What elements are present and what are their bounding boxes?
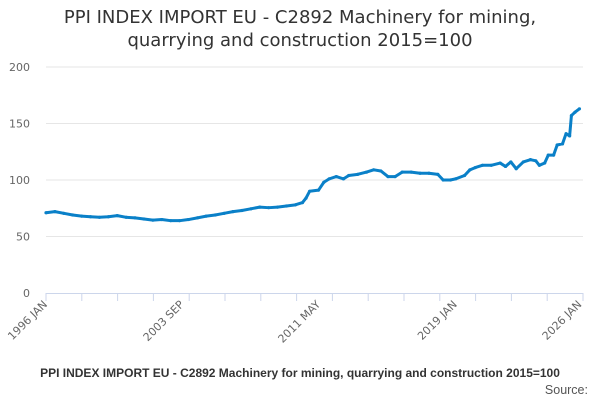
data-point (577, 107, 582, 111)
data-point (195, 216, 199, 220)
data-point (555, 143, 559, 147)
data-point (356, 172, 360, 176)
data-point (546, 153, 550, 157)
data-point (364, 170, 369, 174)
data-point (514, 167, 518, 171)
data-point (537, 163, 541, 167)
data-point (441, 178, 445, 182)
series-line (45, 107, 581, 223)
data-point (151, 218, 155, 222)
data-point (473, 165, 477, 170)
data-point (106, 215, 110, 219)
data-point (347, 173, 351, 178)
data-point (379, 169, 383, 173)
data-point (240, 208, 244, 213)
data-point (418, 171, 422, 175)
data-point (213, 213, 217, 217)
data-point (293, 203, 297, 207)
data-point (560, 142, 565, 146)
data-point (400, 170, 404, 174)
data-point (503, 164, 508, 169)
chart-title: PPI INDEX IMPORT EU - C2892 Machinery fo… (0, 6, 600, 52)
data-point (142, 217, 146, 221)
data-point (569, 113, 574, 118)
data-point (386, 175, 390, 179)
data-point (521, 160, 525, 164)
data-point (44, 211, 48, 215)
data-point (115, 213, 119, 218)
data-point (88, 215, 93, 219)
x-tick-label: 2026 JAN (540, 298, 585, 343)
data-point (316, 188, 321, 192)
data-point (71, 213, 75, 217)
data-point (480, 163, 484, 167)
data-point (160, 217, 164, 222)
data-point (307, 189, 312, 193)
x-tick-label: 2003 SEP (141, 298, 187, 344)
data-point (231, 210, 235, 214)
y-tick-label: 0 (23, 287, 30, 300)
data-point (462, 173, 467, 178)
title-line-1: PPI INDEX IMPORT EU - C2892 Machinery fo… (63, 7, 537, 28)
data-point (222, 211, 226, 215)
data-point (498, 161, 502, 165)
data-point (80, 214, 84, 218)
data-point (327, 177, 331, 181)
data-point (372, 168, 376, 172)
legend-label[interactable]: PPI INDEX IMPORT EU - C2892 Machinery fo… (40, 366, 560, 380)
data-point (448, 178, 452, 182)
data-point (53, 210, 57, 214)
data-point (284, 204, 289, 208)
x-tick-label: 2011 MAY (276, 298, 324, 346)
data-point (62, 211, 66, 215)
y-tick-label: 50 (16, 231, 30, 244)
data-point (169, 219, 173, 223)
data-point (341, 177, 346, 181)
y-tick-label: 100 (9, 174, 30, 187)
data-point (258, 205, 262, 209)
data-point (509, 160, 513, 164)
data-point (186, 217, 191, 222)
data-point (275, 205, 280, 209)
data-point (97, 215, 102, 219)
source-label: Source: (544, 383, 588, 397)
data-point (564, 132, 568, 136)
data-point (322, 180, 326, 184)
data-point (177, 219, 182, 223)
data-point (454, 177, 458, 181)
data-point (204, 214, 208, 218)
data-point (427, 171, 431, 175)
data-point (334, 175, 338, 179)
data-point (568, 134, 572, 138)
data-point (543, 161, 547, 165)
y-tick-label: 150 (9, 118, 30, 131)
data-point (534, 159, 538, 163)
data-point (267, 206, 271, 210)
data-point (436, 172, 440, 176)
data-point (409, 170, 413, 174)
title-line-2: quarrying and construction 2015=100 (127, 30, 473, 51)
data-point (249, 207, 253, 211)
data-point (133, 216, 137, 220)
data-point (124, 215, 128, 219)
data-point (393, 175, 397, 179)
data-point (528, 158, 533, 162)
data-point (304, 196, 308, 200)
data-point (573, 110, 577, 114)
data-point (489, 163, 493, 167)
data-point (468, 168, 472, 172)
y-tick-label: 200 (9, 61, 30, 74)
data-point (300, 201, 305, 205)
x-tick-label: 1996 JAN (5, 298, 50, 343)
x-tick-label: 2019 JAN (415, 298, 460, 343)
data-point (551, 153, 556, 157)
